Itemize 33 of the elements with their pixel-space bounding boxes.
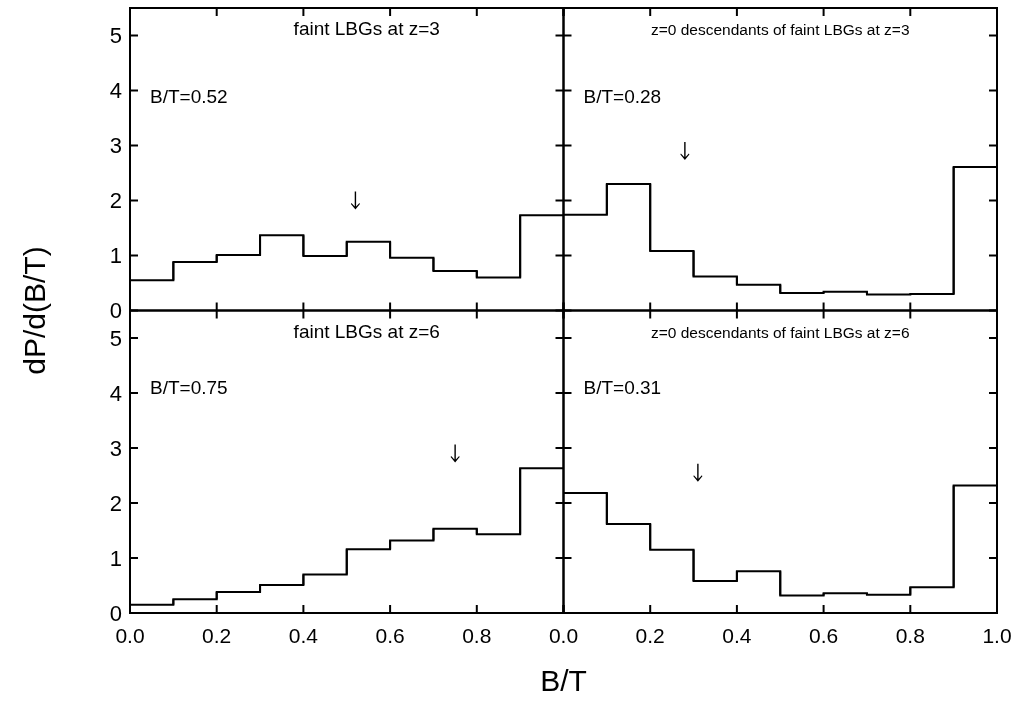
y-tick-label: 0 — [109, 600, 122, 626]
y-tick-label: 2 — [109, 188, 122, 214]
y-tick-label: 1 — [109, 243, 122, 269]
x-tick-label: 0.4 — [288, 624, 319, 647]
x-tick-label: 0.0 — [548, 624, 579, 647]
y-tick-label: 4 — [109, 78, 122, 104]
y-tick-label: 5 — [109, 23, 122, 49]
y-tick-label: 4 — [109, 380, 122, 406]
text: z=0 descendants of faint LBGs at z=6 — [651, 323, 910, 341]
text: faint LBGs at z=3 — [293, 18, 440, 39]
x-tick-label: 0.2 — [635, 624, 665, 647]
y-tick-label: 3 — [109, 133, 122, 159]
y-tick-label: 3 — [109, 435, 122, 461]
annotation: B/T=0.28 — [583, 86, 662, 107]
x-tick-label: 1.0 — [982, 624, 1012, 647]
y-tick-label: 1 — [109, 545, 122, 571]
x-tick-label: 0.6 — [375, 624, 405, 647]
text: z=0 descendants of faint LBGs at z=3 — [651, 21, 910, 38]
y-tick-label: 2 — [109, 490, 122, 516]
x-tick-label: 0.8 — [895, 624, 925, 647]
annotation: B/T=0.52 — [150, 86, 228, 107]
y-tick-label: 0 — [109, 298, 122, 324]
x-axis-title: B/T — [540, 664, 587, 697]
y-axis-title: dP/d(B/T) — [18, 246, 51, 375]
y-tick-label: 5 — [109, 325, 122, 351]
x-tick-label: 0.8 — [462, 624, 492, 647]
x-tick-label: 0.4 — [722, 624, 752, 647]
x-tick-label: 0.2 — [202, 624, 232, 647]
annotation: B/T=0.75 — [150, 376, 228, 398]
annotation: B/T=0.31 — [583, 376, 662, 398]
x-tick-label: 0.0 — [115, 624, 145, 647]
text: faint LBGs at z=6 — [293, 320, 440, 342]
x-tick-label: 0.6 — [809, 624, 839, 647]
